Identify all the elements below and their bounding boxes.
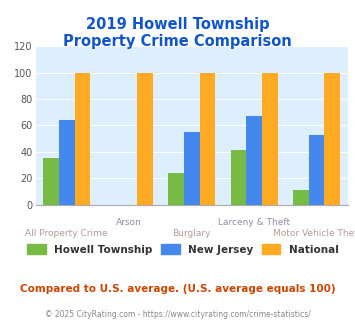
Bar <box>43 158 59 205</box>
Bar <box>231 150 246 205</box>
Bar <box>200 73 215 205</box>
Text: Compared to U.S. average. (U.S. average equals 100): Compared to U.S. average. (U.S. average … <box>20 284 335 294</box>
Bar <box>137 73 153 205</box>
Bar <box>293 190 309 205</box>
Bar <box>262 73 278 205</box>
Bar <box>168 173 184 205</box>
Bar <box>246 116 262 205</box>
Bar <box>75 73 90 205</box>
Text: © 2025 CityRating.com - https://www.cityrating.com/crime-statistics/: © 2025 CityRating.com - https://www.city… <box>45 310 310 319</box>
Legend: Howell Township, New Jersey, National: Howell Township, New Jersey, National <box>23 240 343 259</box>
Text: Larceny & Theft: Larceny & Theft <box>218 218 290 227</box>
Bar <box>324 73 340 205</box>
Bar <box>309 135 324 205</box>
Bar <box>59 120 75 205</box>
Bar <box>184 132 200 205</box>
Text: 2019 Howell Township
Property Crime Comparison: 2019 Howell Township Property Crime Comp… <box>63 16 292 49</box>
Text: Motor Vehicle Theft: Motor Vehicle Theft <box>273 229 355 238</box>
Text: All Property Crime: All Property Crime <box>26 229 108 238</box>
Text: Arson: Arson <box>116 218 142 227</box>
Text: Burglary: Burglary <box>173 229 211 238</box>
